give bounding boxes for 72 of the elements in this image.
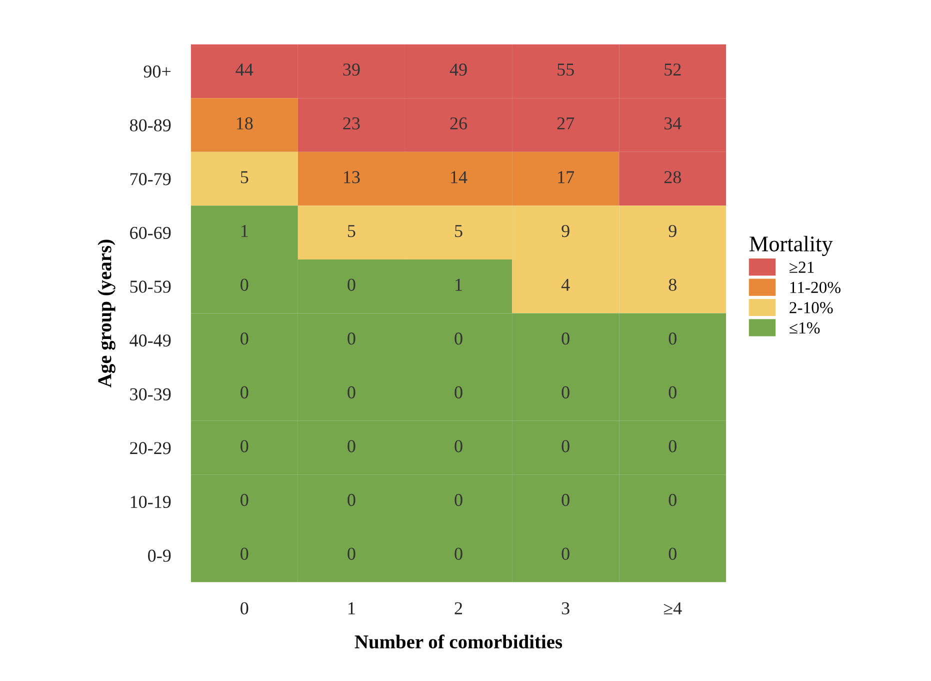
data-label: 0: [668, 386, 676, 398]
data-label: 8: [668, 278, 676, 291]
legend-title: Mortality: [750, 236, 833, 256]
y-tick-label: 60-69: [130, 226, 171, 240]
data-label: 0: [348, 332, 356, 345]
x-tick-label: 0: [240, 602, 248, 614]
data-label: 4: [561, 278, 570, 291]
data-label: 0: [348, 386, 356, 398]
data-label: 0: [240, 386, 248, 398]
data-label: 5: [240, 171, 248, 184]
legend-label: ≤1%: [790, 322, 820, 334]
y-tick-label: 0-9: [148, 550, 171, 562]
data-label: 0: [454, 440, 462, 452]
data-label: 0: [454, 494, 462, 506]
data-label: 0: [562, 440, 570, 452]
data-label: 26: [450, 117, 468, 130]
data-label: 39: [343, 64, 360, 76]
data-label: 9: [668, 224, 676, 238]
data-label: 44: [236, 64, 254, 76]
data-label: 0: [240, 548, 248, 560]
data-label: 0: [240, 332, 248, 345]
data-label: 13: [344, 171, 360, 184]
data-label: 28: [664, 171, 681, 184]
data-label: 0: [562, 332, 570, 345]
data-label: 0: [240, 440, 248, 452]
y-tick-label: 80-89: [130, 119, 171, 132]
data-label: 0: [454, 332, 462, 345]
legend-label: 11-20%: [790, 282, 840, 294]
x-tick-label: 3: [562, 602, 570, 614]
y-axis-title: Age group (years): [98, 240, 116, 388]
data-label: 0: [562, 548, 570, 560]
y-tick-label: 40-49: [130, 334, 171, 347]
x-tick-label: ≥4: [664, 602, 682, 614]
data-label: 0: [348, 548, 356, 560]
data-label: 23: [343, 117, 360, 130]
data-label: 5: [348, 225, 356, 238]
data-label: 49: [450, 64, 467, 76]
x-tick-label: 2: [454, 602, 462, 614]
data-label: 0: [348, 440, 356, 452]
y-tick-label: 30-39: [130, 388, 171, 400]
y-tick-label: 20-29: [130, 442, 171, 454]
data-label: 0: [240, 494, 248, 506]
data-label: 18: [236, 117, 253, 130]
data-label: 5: [455, 225, 462, 238]
data-label: 1: [241, 224, 248, 237]
y-tick-label: 10-19: [130, 496, 171, 508]
data-label: 0: [454, 548, 462, 560]
data-label: 17: [558, 171, 574, 184]
y-tick-label: 50-59: [130, 280, 171, 293]
data-label: 0: [668, 548, 676, 560]
data-label: 0: [668, 440, 676, 452]
data-label: 9: [562, 224, 570, 238]
data-label: 0: [240, 278, 248, 291]
x-axis-title: Number of comorbidities: [354, 634, 562, 648]
data-label: 14: [451, 171, 468, 184]
x-tick-label: 1: [348, 602, 355, 614]
data-label: 0: [454, 386, 462, 398]
y-tick-label: 90+: [144, 65, 171, 78]
data-label: 27: [557, 117, 574, 130]
data-label: 0: [348, 494, 356, 506]
data-label: 0: [668, 332, 676, 345]
legend-label: ≥21: [790, 262, 814, 273]
data-label: 0: [668, 494, 676, 506]
data-label: 34: [664, 117, 682, 130]
data-label: 0: [562, 386, 570, 398]
data-label: 0: [348, 278, 356, 291]
legend-label: 2-10%: [790, 302, 833, 314]
data-label: 0: [562, 494, 570, 506]
y-tick-label: 70-79: [130, 173, 171, 186]
data-label: 1: [456, 278, 462, 291]
data-label: 55: [558, 64, 574, 76]
data-label: 52: [664, 64, 681, 76]
